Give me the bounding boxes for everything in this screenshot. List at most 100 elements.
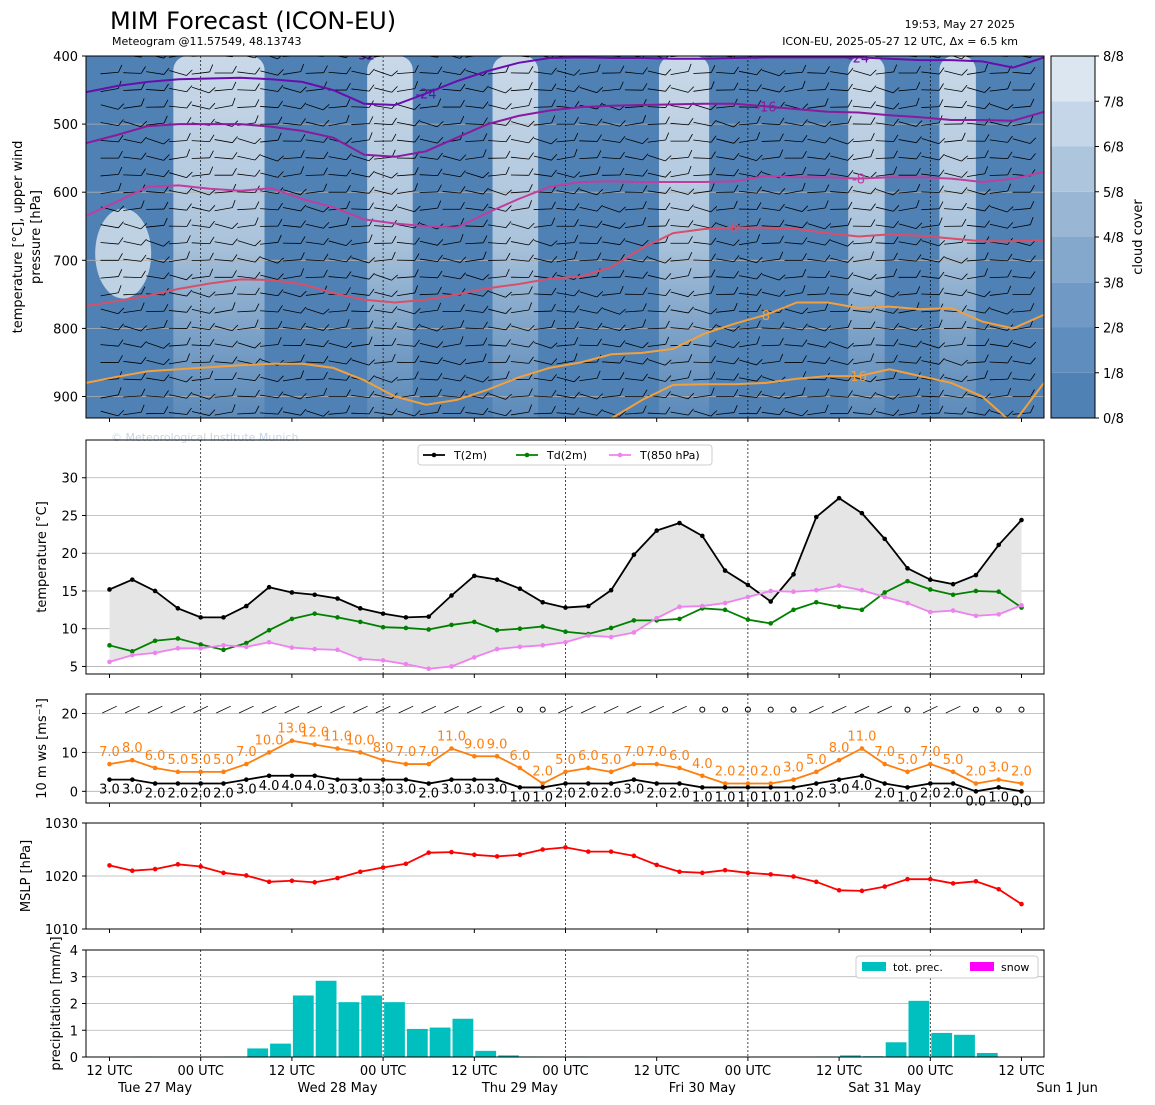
barb-feather	[482, 133, 488, 141]
barb-shaft	[989, 325, 1008, 331]
gust-data-label: 5.0	[897, 753, 918, 768]
wind-barb	[237, 201, 260, 211]
barb-feather	[551, 405, 556, 414]
wind-data-label: 3.0	[829, 783, 850, 798]
barb-shaft	[875, 326, 894, 331]
barb-shaft	[396, 378, 415, 381]
barb-feather	[778, 70, 786, 77]
data-point	[677, 765, 682, 771]
wind-barb	[260, 407, 283, 415]
barb-feather	[323, 340, 329, 347]
wind-barb	[853, 171, 877, 179]
wind-barb	[374, 274, 398, 281]
barb-feather	[277, 202, 283, 211]
barb-feather	[437, 152, 443, 160]
barb-feather	[1030, 153, 1036, 160]
barb-feather	[209, 409, 216, 416]
barb-feather	[596, 86, 604, 93]
pressure-tick-label: 500	[53, 118, 78, 133]
barb-feather	[824, 152, 831, 160]
barb-shaft	[966, 361, 985, 364]
barb-shaft	[442, 327, 461, 330]
wind-barb	[579, 409, 603, 416]
cloud-column-3	[492, 56, 539, 418]
barb-feather	[277, 305, 283, 313]
barb-shaft	[944, 292, 963, 297]
isotherm-8	[86, 301, 1044, 406]
x-tick-label: 00 UTC	[907, 1064, 953, 1079]
barb-feather	[209, 150, 214, 159]
wind-barb	[169, 171, 193, 179]
barb-feather	[573, 353, 578, 362]
wind-barb	[830, 99, 853, 108]
barb-feather	[163, 256, 170, 263]
barb-feather	[323, 65, 328, 73]
wind-data-label: 1.0	[738, 790, 759, 805]
barb-shaft	[944, 394, 963, 399]
wind-barb	[305, 253, 329, 262]
wind-barb	[966, 134, 990, 142]
wind-barb	[328, 271, 352, 279]
barb-feather	[414, 205, 421, 212]
barb-feather	[870, 187, 877, 195]
barb-shaft	[624, 275, 643, 279]
wind-barb	[921, 271, 945, 279]
wind-barb	[146, 56, 170, 59]
data-point	[494, 854, 500, 859]
data-point	[791, 572, 796, 577]
barb-shaft	[807, 360, 826, 364]
data-point	[540, 599, 545, 605]
data-point	[586, 765, 591, 771]
barb-feather	[756, 116, 761, 124]
wind-barb	[214, 199, 236, 212]
barb-feather	[437, 357, 443, 364]
barb-shaft	[442, 395, 461, 398]
wind-data-label: 1.0	[532, 790, 553, 805]
barb-feather	[710, 285, 715, 294]
barb-shaft	[944, 359, 962, 366]
gust-data-label: 12.0	[300, 726, 329, 741]
barb-feather	[323, 371, 328, 380]
wind-barb	[670, 118, 694, 126]
y-tick-label: 4	[70, 944, 78, 959]
barb-shaft	[784, 308, 803, 315]
barb-shaft	[579, 173, 598, 177]
wind-barb	[670, 188, 695, 195]
wind-barb	[556, 132, 579, 143]
wind-barb	[283, 393, 307, 400]
barb-shaft	[214, 56, 233, 58]
barb-feather	[460, 374, 466, 382]
issue-time: 19:53, May 27 2025	[905, 18, 1015, 31]
wind-barb	[875, 307, 900, 314]
barb-shaft	[396, 326, 415, 331]
barb-shaft	[670, 393, 689, 400]
barb-feather	[346, 303, 351, 311]
barb-feather	[551, 389, 557, 398]
wind-barb	[442, 358, 467, 366]
barb-shaft	[966, 259, 985, 262]
wind-barb	[282, 118, 306, 126]
barb-shaft	[396, 224, 415, 229]
barb-shaft	[237, 191, 256, 193]
barb-shaft	[648, 257, 666, 264]
barb-feather	[460, 170, 466, 177]
barb-shaft	[374, 189, 392, 195]
data-point	[950, 781, 956, 786]
wind-barb	[374, 56, 393, 58]
wind-barb	[898, 340, 922, 348]
wind-barb	[556, 407, 580, 415]
wind-barb	[282, 220, 306, 228]
data-point	[312, 592, 318, 598]
barb-shaft	[807, 191, 826, 194]
wind-barb	[419, 239, 444, 246]
data-point	[266, 879, 272, 885]
barb-shaft	[191, 104, 210, 110]
barb-feather	[186, 47, 191, 55]
wind-barb	[693, 371, 716, 381]
wind-barb	[1012, 200, 1035, 211]
barb-feather	[277, 69, 284, 76]
barb-feather	[687, 268, 692, 276]
barb-shaft	[533, 310, 552, 313]
wind-barb	[716, 389, 739, 398]
